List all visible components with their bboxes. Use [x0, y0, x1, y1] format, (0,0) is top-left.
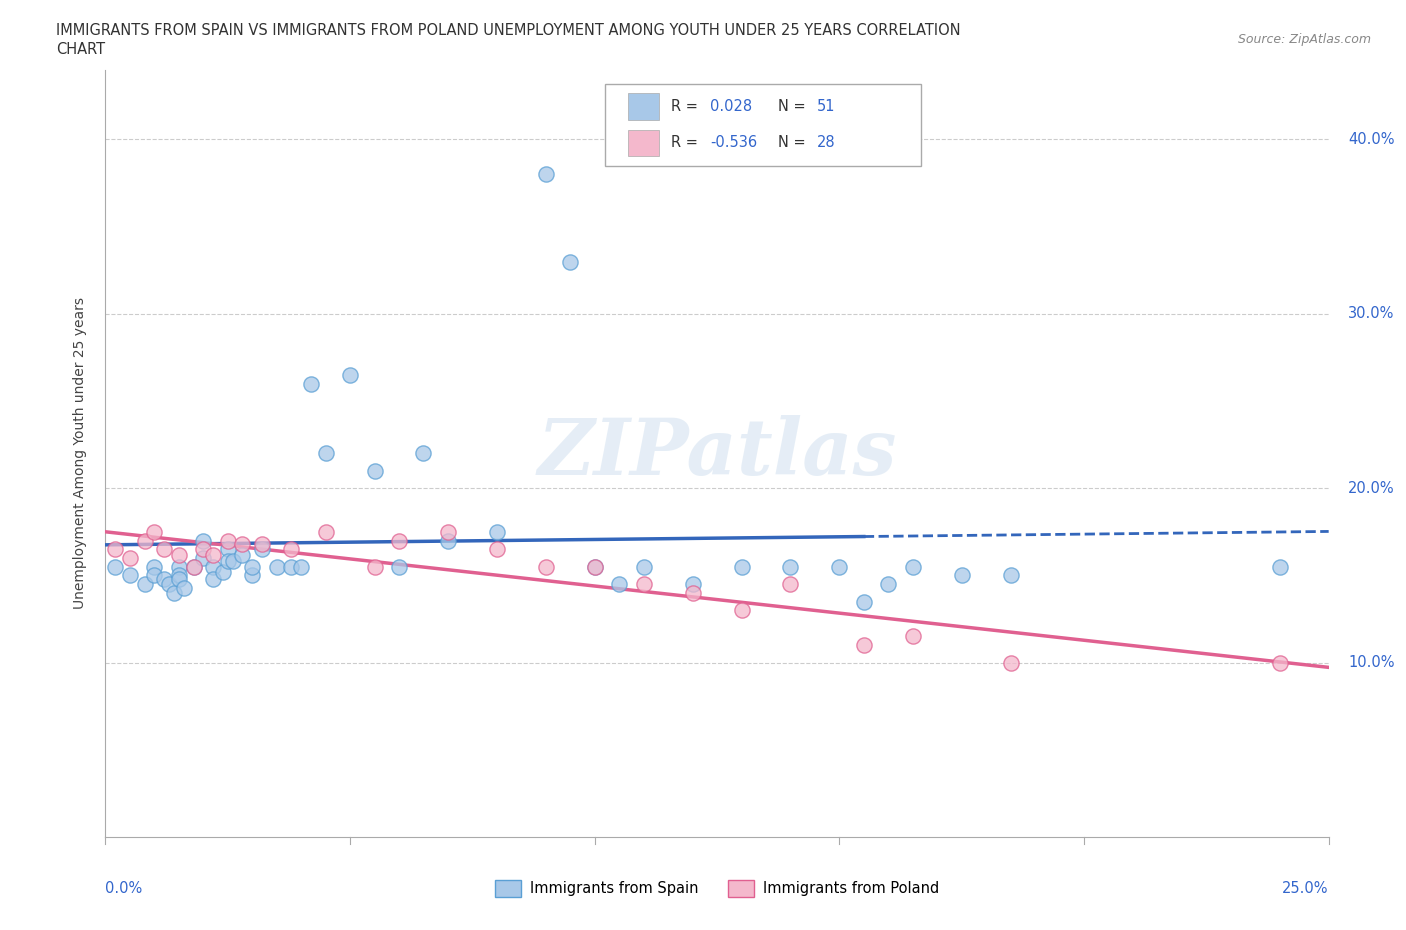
Point — [202, 547, 225, 562]
Point — [485, 542, 508, 557]
Point — [167, 559, 190, 574]
Point — [193, 551, 215, 565]
Point — [250, 537, 273, 551]
Point — [217, 542, 239, 557]
Point — [363, 463, 385, 478]
Point — [560, 254, 582, 269]
Text: 28: 28 — [817, 135, 835, 151]
Point — [202, 559, 225, 574]
Text: R =: R = — [671, 135, 702, 151]
Point — [212, 565, 235, 579]
Point — [299, 376, 322, 391]
Point — [153, 571, 176, 587]
Point — [437, 525, 460, 539]
Point — [607, 577, 630, 591]
Point — [901, 629, 924, 644]
Point — [852, 594, 875, 609]
Point — [1000, 568, 1022, 583]
Point — [388, 559, 411, 574]
Point — [682, 577, 704, 591]
Point — [828, 559, 851, 574]
Point — [240, 568, 263, 583]
Text: 30.0%: 30.0% — [1348, 306, 1395, 322]
Point — [877, 577, 900, 591]
Point — [193, 533, 215, 548]
Point — [231, 537, 253, 551]
Point — [173, 580, 195, 595]
Point — [104, 559, 127, 574]
Text: N =: N = — [778, 135, 810, 151]
Point — [950, 568, 973, 583]
Point — [1268, 559, 1291, 574]
Point — [730, 603, 752, 618]
Text: R =: R = — [671, 99, 702, 114]
Y-axis label: Unemployment Among Youth under 25 years: Unemployment Among Youth under 25 years — [73, 298, 87, 609]
Point — [143, 568, 166, 583]
Point — [167, 547, 190, 562]
Text: 51: 51 — [817, 99, 835, 114]
Point — [852, 638, 875, 653]
Point — [104, 542, 127, 557]
Text: 40.0%: 40.0% — [1348, 132, 1395, 147]
Text: 0.0%: 0.0% — [105, 881, 142, 896]
Text: 20.0%: 20.0% — [1348, 481, 1395, 496]
Point — [534, 559, 557, 574]
Point — [250, 542, 273, 557]
Point — [280, 559, 302, 574]
Point — [437, 533, 460, 548]
Point — [118, 551, 141, 565]
Point — [363, 559, 385, 574]
Point — [730, 559, 752, 574]
Point — [183, 559, 205, 574]
Point — [315, 446, 337, 461]
Text: 0.028: 0.028 — [710, 99, 752, 114]
Text: -0.536: -0.536 — [710, 135, 758, 151]
Point — [163, 586, 186, 601]
Point — [118, 568, 141, 583]
Point — [901, 559, 924, 574]
Text: 10.0%: 10.0% — [1348, 655, 1395, 671]
Point — [157, 577, 180, 591]
Point — [183, 559, 205, 574]
Point — [134, 533, 156, 548]
Point — [266, 559, 288, 574]
Point — [583, 559, 606, 574]
Point — [534, 167, 557, 182]
Point — [280, 542, 302, 557]
Point — [412, 446, 434, 461]
Text: 25.0%: 25.0% — [1282, 881, 1329, 896]
Point — [1000, 655, 1022, 670]
Point — [240, 559, 263, 574]
Point — [779, 559, 801, 574]
Point — [633, 577, 655, 591]
Point — [633, 559, 655, 574]
Point — [290, 559, 312, 574]
Text: Source: ZipAtlas.com: Source: ZipAtlas.com — [1237, 33, 1371, 46]
Point — [583, 559, 606, 574]
Text: IMMIGRANTS FROM SPAIN VS IMMIGRANTS FROM POLAND UNEMPLOYMENT AMONG YOUTH UNDER 2: IMMIGRANTS FROM SPAIN VS IMMIGRANTS FROM… — [56, 23, 960, 38]
Point — [193, 542, 215, 557]
Point — [167, 568, 190, 583]
Point — [339, 367, 361, 382]
Point — [315, 525, 337, 539]
Point — [167, 571, 190, 587]
Point — [153, 542, 176, 557]
Point — [143, 525, 166, 539]
Legend: Immigrants from Spain, Immigrants from Poland: Immigrants from Spain, Immigrants from P… — [489, 874, 945, 903]
Point — [388, 533, 411, 548]
Point — [231, 547, 253, 562]
Point — [1268, 655, 1291, 670]
Text: N =: N = — [778, 99, 810, 114]
Point — [779, 577, 801, 591]
Point — [485, 525, 508, 539]
Point — [202, 571, 225, 587]
Point — [134, 577, 156, 591]
Point — [143, 559, 166, 574]
Point — [682, 586, 704, 601]
Point — [221, 554, 243, 569]
Point — [217, 533, 239, 548]
Text: ZIPatlas: ZIPatlas — [537, 415, 897, 492]
Point — [217, 554, 239, 569]
Text: CHART: CHART — [56, 42, 105, 57]
